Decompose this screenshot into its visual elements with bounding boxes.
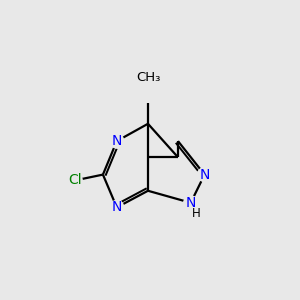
Text: Cl: Cl <box>68 173 82 188</box>
Circle shape <box>110 200 124 214</box>
Text: N: N <box>112 200 122 214</box>
Circle shape <box>187 202 205 220</box>
Circle shape <box>198 168 212 182</box>
Circle shape <box>140 79 156 96</box>
Text: CH₃: CH₃ <box>136 71 160 84</box>
Text: N: N <box>200 168 210 182</box>
Text: N: N <box>185 196 196 210</box>
Circle shape <box>68 173 82 187</box>
Text: N: N <box>112 134 122 148</box>
Circle shape <box>184 196 198 210</box>
Circle shape <box>110 134 124 148</box>
Text: H: H <box>191 207 200 220</box>
